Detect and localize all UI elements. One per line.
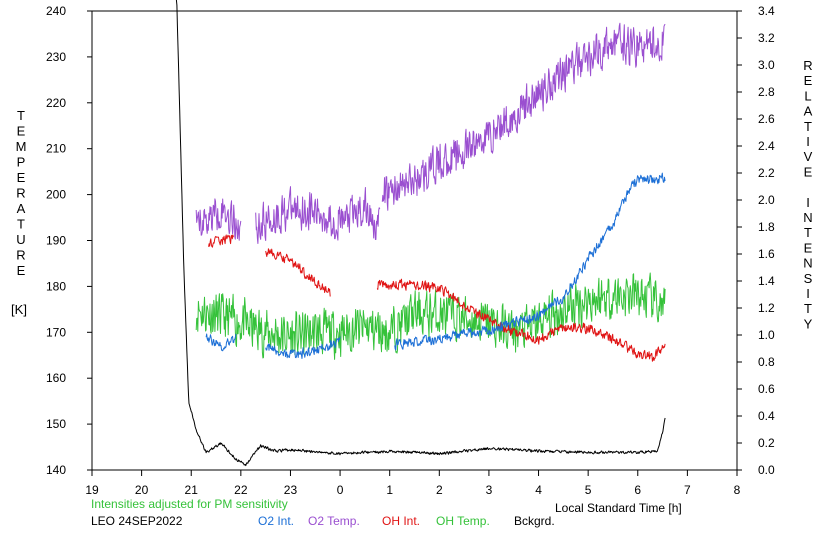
right-tick-label: 2.4 [758, 139, 775, 153]
right-title-letter: I [806, 195, 810, 210]
x-tick-label: 23 [284, 483, 298, 497]
left-title-letter: P [17, 155, 26, 170]
right-tick-label: 0.4 [758, 409, 775, 423]
series-o2-temp-line [255, 186, 381, 244]
right-tick-label: 0.0 [758, 463, 775, 477]
right-tick-label: 2.6 [758, 112, 775, 126]
series-oh-temp-line [195, 272, 666, 360]
x-tick-label: 5 [585, 483, 592, 497]
right-tick-label: 3.0 [758, 58, 775, 72]
series-o2-temp-line [381, 22, 666, 211]
right-tick-label: 0.2 [758, 436, 775, 450]
x-tick-label: 2 [436, 483, 443, 497]
x-axis: 19 20 21 22 23 0 1 2 3 4 5 6 7 8 [85, 470, 741, 497]
right-tick-label: 0.8 [758, 355, 775, 369]
left-tick-label: 160 [46, 371, 66, 385]
left-title-letter: R [16, 248, 25, 263]
left-title-letter: E [17, 170, 26, 185]
legend-bckgrd: Bckgrd. [514, 514, 555, 528]
x-tick-label: 19 [85, 483, 99, 497]
right-tick-label: 0.6 [758, 382, 775, 396]
series-layer [175, 0, 666, 467]
right-tick-label: 1.2 [758, 301, 775, 315]
right-title-letter: E [804, 240, 813, 255]
right-tick-label: 2.2 [758, 166, 775, 180]
series-o2-int-line [394, 172, 666, 351]
left-title-letter: U [16, 232, 25, 247]
legend-oh-int: OH Int. [382, 514, 420, 528]
right-title-letter: R [803, 58, 812, 73]
series-o2-temp-line [195, 198, 242, 241]
left-axis-unit: [K] [11, 302, 27, 317]
x-tick-label: 22 [234, 483, 248, 497]
left-title-letter: A [17, 201, 26, 216]
right-title-letter: T [804, 301, 812, 316]
left-tick-label: 150 [46, 417, 66, 431]
x-tick-label: 3 [486, 483, 493, 497]
right-tick-label: 1.0 [758, 328, 775, 342]
left-title-letter: T [17, 217, 25, 232]
right-title-letter: T [804, 119, 812, 134]
left-tick-label: 140 [46, 463, 66, 477]
right-title-letter: E [804, 164, 813, 179]
right-tick-label: 1.6 [758, 247, 775, 261]
series-oh-int-line [208, 234, 234, 248]
right-tick-label: 3.2 [758, 31, 775, 45]
right-title-letter: T [804, 225, 812, 240]
x-tick-label: 6 [634, 483, 641, 497]
left-tick-label: 170 [46, 325, 66, 339]
right-tick-label: 2.0 [758, 193, 775, 207]
right-title-letter: I [806, 134, 810, 149]
x-tick-label: 20 [135, 483, 149, 497]
series-o2-int-line [205, 333, 237, 352]
x-tick-label: 7 [684, 483, 691, 497]
right-tick-label: 1.4 [758, 274, 775, 288]
right-tick-label: 2.8 [758, 85, 775, 99]
series-o2-int-line [265, 336, 341, 359]
right-axis: 3.4 3.2 3.0 2.8 2.6 2.4 2.2 2.0 1.8 1.6 1.4 1.2 1.0 0… [737, 4, 775, 477]
x-tick-label: 21 [185, 483, 199, 497]
right-title-letter: S [804, 271, 813, 286]
left-tick-label: 200 [46, 188, 66, 202]
legend-oh-temp: OH Temp. [436, 514, 490, 528]
right-title-letter: L [804, 88, 811, 103]
legend-o2-temp: O2 Temp. [308, 514, 360, 528]
x-tick-label: 4 [535, 483, 542, 497]
x-tick-label: 8 [734, 483, 741, 497]
left-tick-label: 240 [46, 4, 66, 18]
right-tick-label: 3.4 [758, 4, 775, 18]
right-title-letter: V [804, 149, 813, 164]
left-tick-label: 190 [46, 234, 66, 248]
left-title-letter: T [17, 108, 25, 123]
note-text: Intensities adjusted for PM sensitivity [91, 497, 288, 511]
left-tick-label: 230 [46, 50, 66, 64]
left-title-letter: R [16, 186, 25, 201]
left-title-letter: E [17, 124, 26, 139]
x-axis-label: Local Standard Time [h] [555, 501, 682, 515]
right-title-letter: Y [804, 316, 813, 331]
left-tick-label: 180 [46, 279, 66, 293]
x-tick-label: 1 [386, 483, 393, 497]
left-axis: 240 230 220 210 200 190 180 170 160 150 140 [46, 4, 92, 477]
series-oh-int-line [376, 278, 666, 362]
left-title-letter: M [16, 139, 27, 154]
left-tick-label: 210 [46, 142, 66, 156]
legend-o2-int: O2 Int. [258, 514, 294, 528]
right-title-letter: N [803, 210, 812, 225]
right-title-letter: I [806, 286, 810, 301]
x-tick-label: 0 [337, 483, 344, 497]
station-label: LEO 24SEP2022 [91, 514, 183, 528]
series-bckgrd-line [175, 0, 666, 467]
right-title-letter: A [804, 104, 813, 119]
right-tick-label: 1.8 [758, 220, 775, 234]
left-tick-label: 220 [46, 96, 66, 110]
series-oh-int-line [265, 248, 331, 297]
right-title-letter: E [804, 73, 813, 88]
left-title-letter: E [17, 263, 26, 278]
right-title-letter: N [803, 256, 812, 271]
